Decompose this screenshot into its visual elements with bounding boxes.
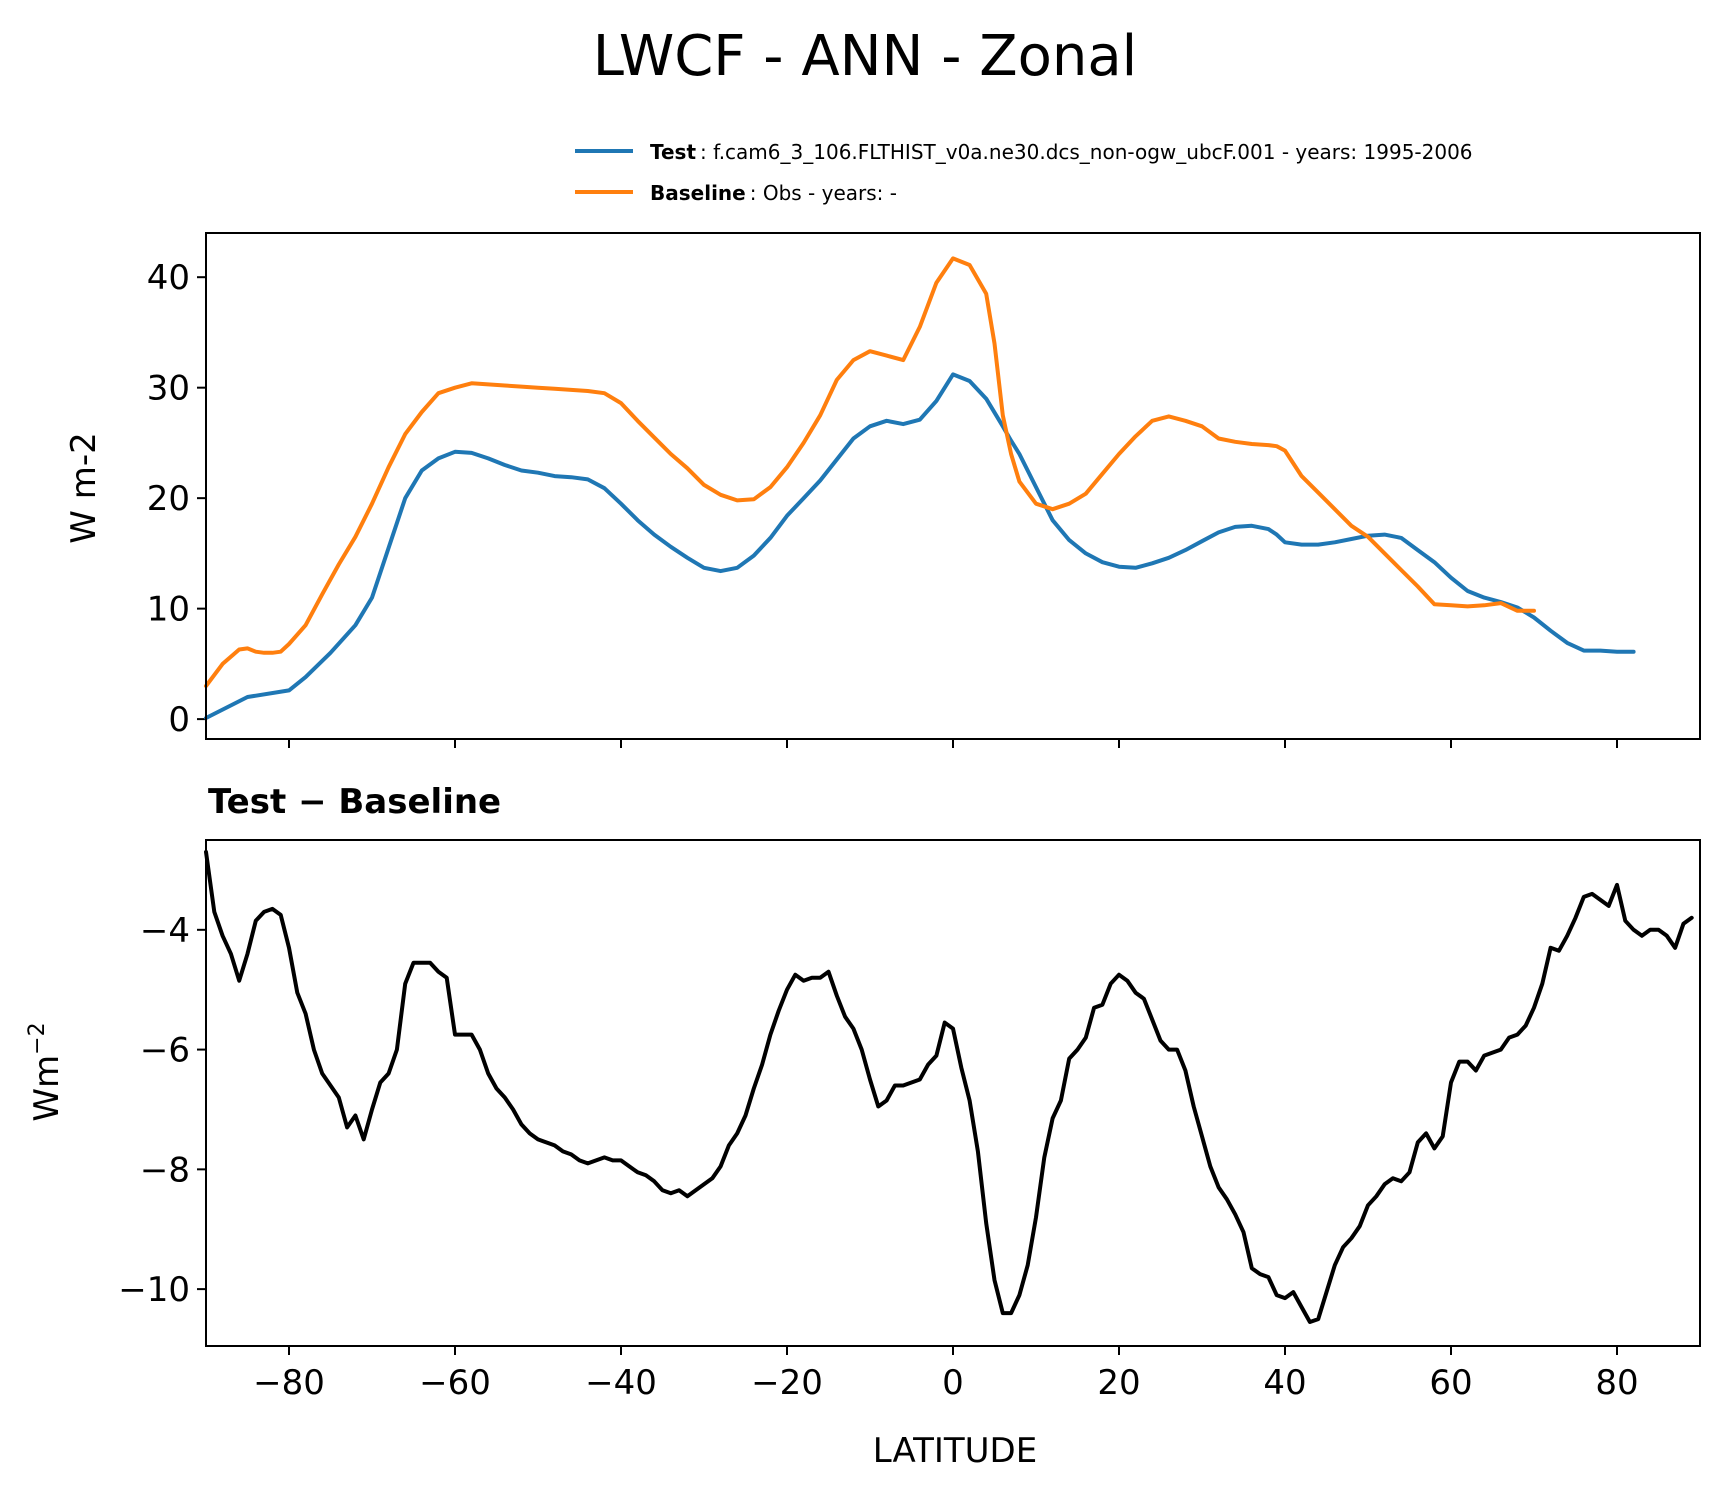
bottom-y-tick-label: −6 <box>140 1031 190 1071</box>
legend-test-entry: Test: f.cam6_3_106.FLTHIST_v0a.ne30.dcs_… <box>650 140 1473 164</box>
bottom-series-test-baseline-line <box>204 850 1694 1324</box>
bottom-series-lines <box>204 850 1694 1324</box>
x-tick-label: −20 <box>751 1363 823 1403</box>
x-tick-label: 60 <box>1429 1363 1472 1403</box>
legend-baseline-name: Baseline <box>650 181 746 205</box>
x-tick-label: 80 <box>1595 1363 1638 1403</box>
bottom-panel: Test − Baseline Wm−2 −4 −6 −8 −10 −80 −60 −40… <box>25 782 1701 1471</box>
legend-baseline-desc: : Obs - years: - <box>750 181 897 205</box>
top-y-tick-label: 10 <box>147 590 190 630</box>
x-tick-label: −40 <box>585 1363 657 1403</box>
legend-test-name: Test <box>650 140 696 164</box>
x-tick-label: 0 <box>942 1363 964 1403</box>
x-axis-label: LATITUDE <box>873 1431 1037 1471</box>
top-x-ticks <box>288 739 1618 748</box>
bottom-y-axis-label: Wm−2 <box>25 1022 67 1121</box>
bottom-plot-frame <box>205 839 1701 1347</box>
top-y-tick-label: 40 <box>147 258 190 298</box>
top-series-baseline-line <box>204 256 1536 688</box>
top-y-ticks: 0 10 20 30 40 <box>147 258 206 740</box>
top-series-lines <box>204 256 1636 720</box>
x-tick-label: −80 <box>253 1363 325 1403</box>
top-y-tick-label: 30 <box>147 369 190 409</box>
top-plot-frame <box>205 232 1701 740</box>
top-panel: W m-2 0 10 20 30 40 <box>64 232 1701 748</box>
x-tick-label: −60 <box>419 1363 491 1403</box>
top-y-tick-label: 20 <box>147 479 190 519</box>
top-series-test-line <box>204 372 1636 720</box>
bottom-subtitle: Test − Baseline <box>208 782 501 822</box>
bottom-y-label-base: Wm <box>27 1055 67 1122</box>
x-tick-label: 20 <box>1097 1363 1140 1403</box>
bottom-y-tick-label: −10 <box>118 1270 190 1310</box>
bottom-y-tick-label: −8 <box>140 1150 190 1190</box>
legend: Test: f.cam6_3_106.FLTHIST_v0a.ne30.dcs_… <box>575 140 1473 205</box>
bottom-y-tick-label: −4 <box>140 911 190 951</box>
bottom-y-ticks: −4 −6 −8 −10 <box>118 911 206 1310</box>
x-tick-label: 40 <box>1263 1363 1306 1403</box>
legend-baseline-entry: Baseline: Obs - years: - <box>650 181 897 205</box>
top-y-tick-label: 0 <box>168 700 190 740</box>
top-y-axis-label: W m-2 <box>64 432 104 543</box>
bottom-y-label-exponent: −2 <box>25 1022 50 1054</box>
chart-title: LWCF - ANN - Zonal <box>593 24 1137 89</box>
bottom-x-ticks: −80 −60 −40 −20 0 20 40 60 80 <box>253 1346 1639 1403</box>
legend-test-desc: : f.cam6_3_106.FLTHIST_v0a.ne30.dcs_non-… <box>700 140 1473 164</box>
